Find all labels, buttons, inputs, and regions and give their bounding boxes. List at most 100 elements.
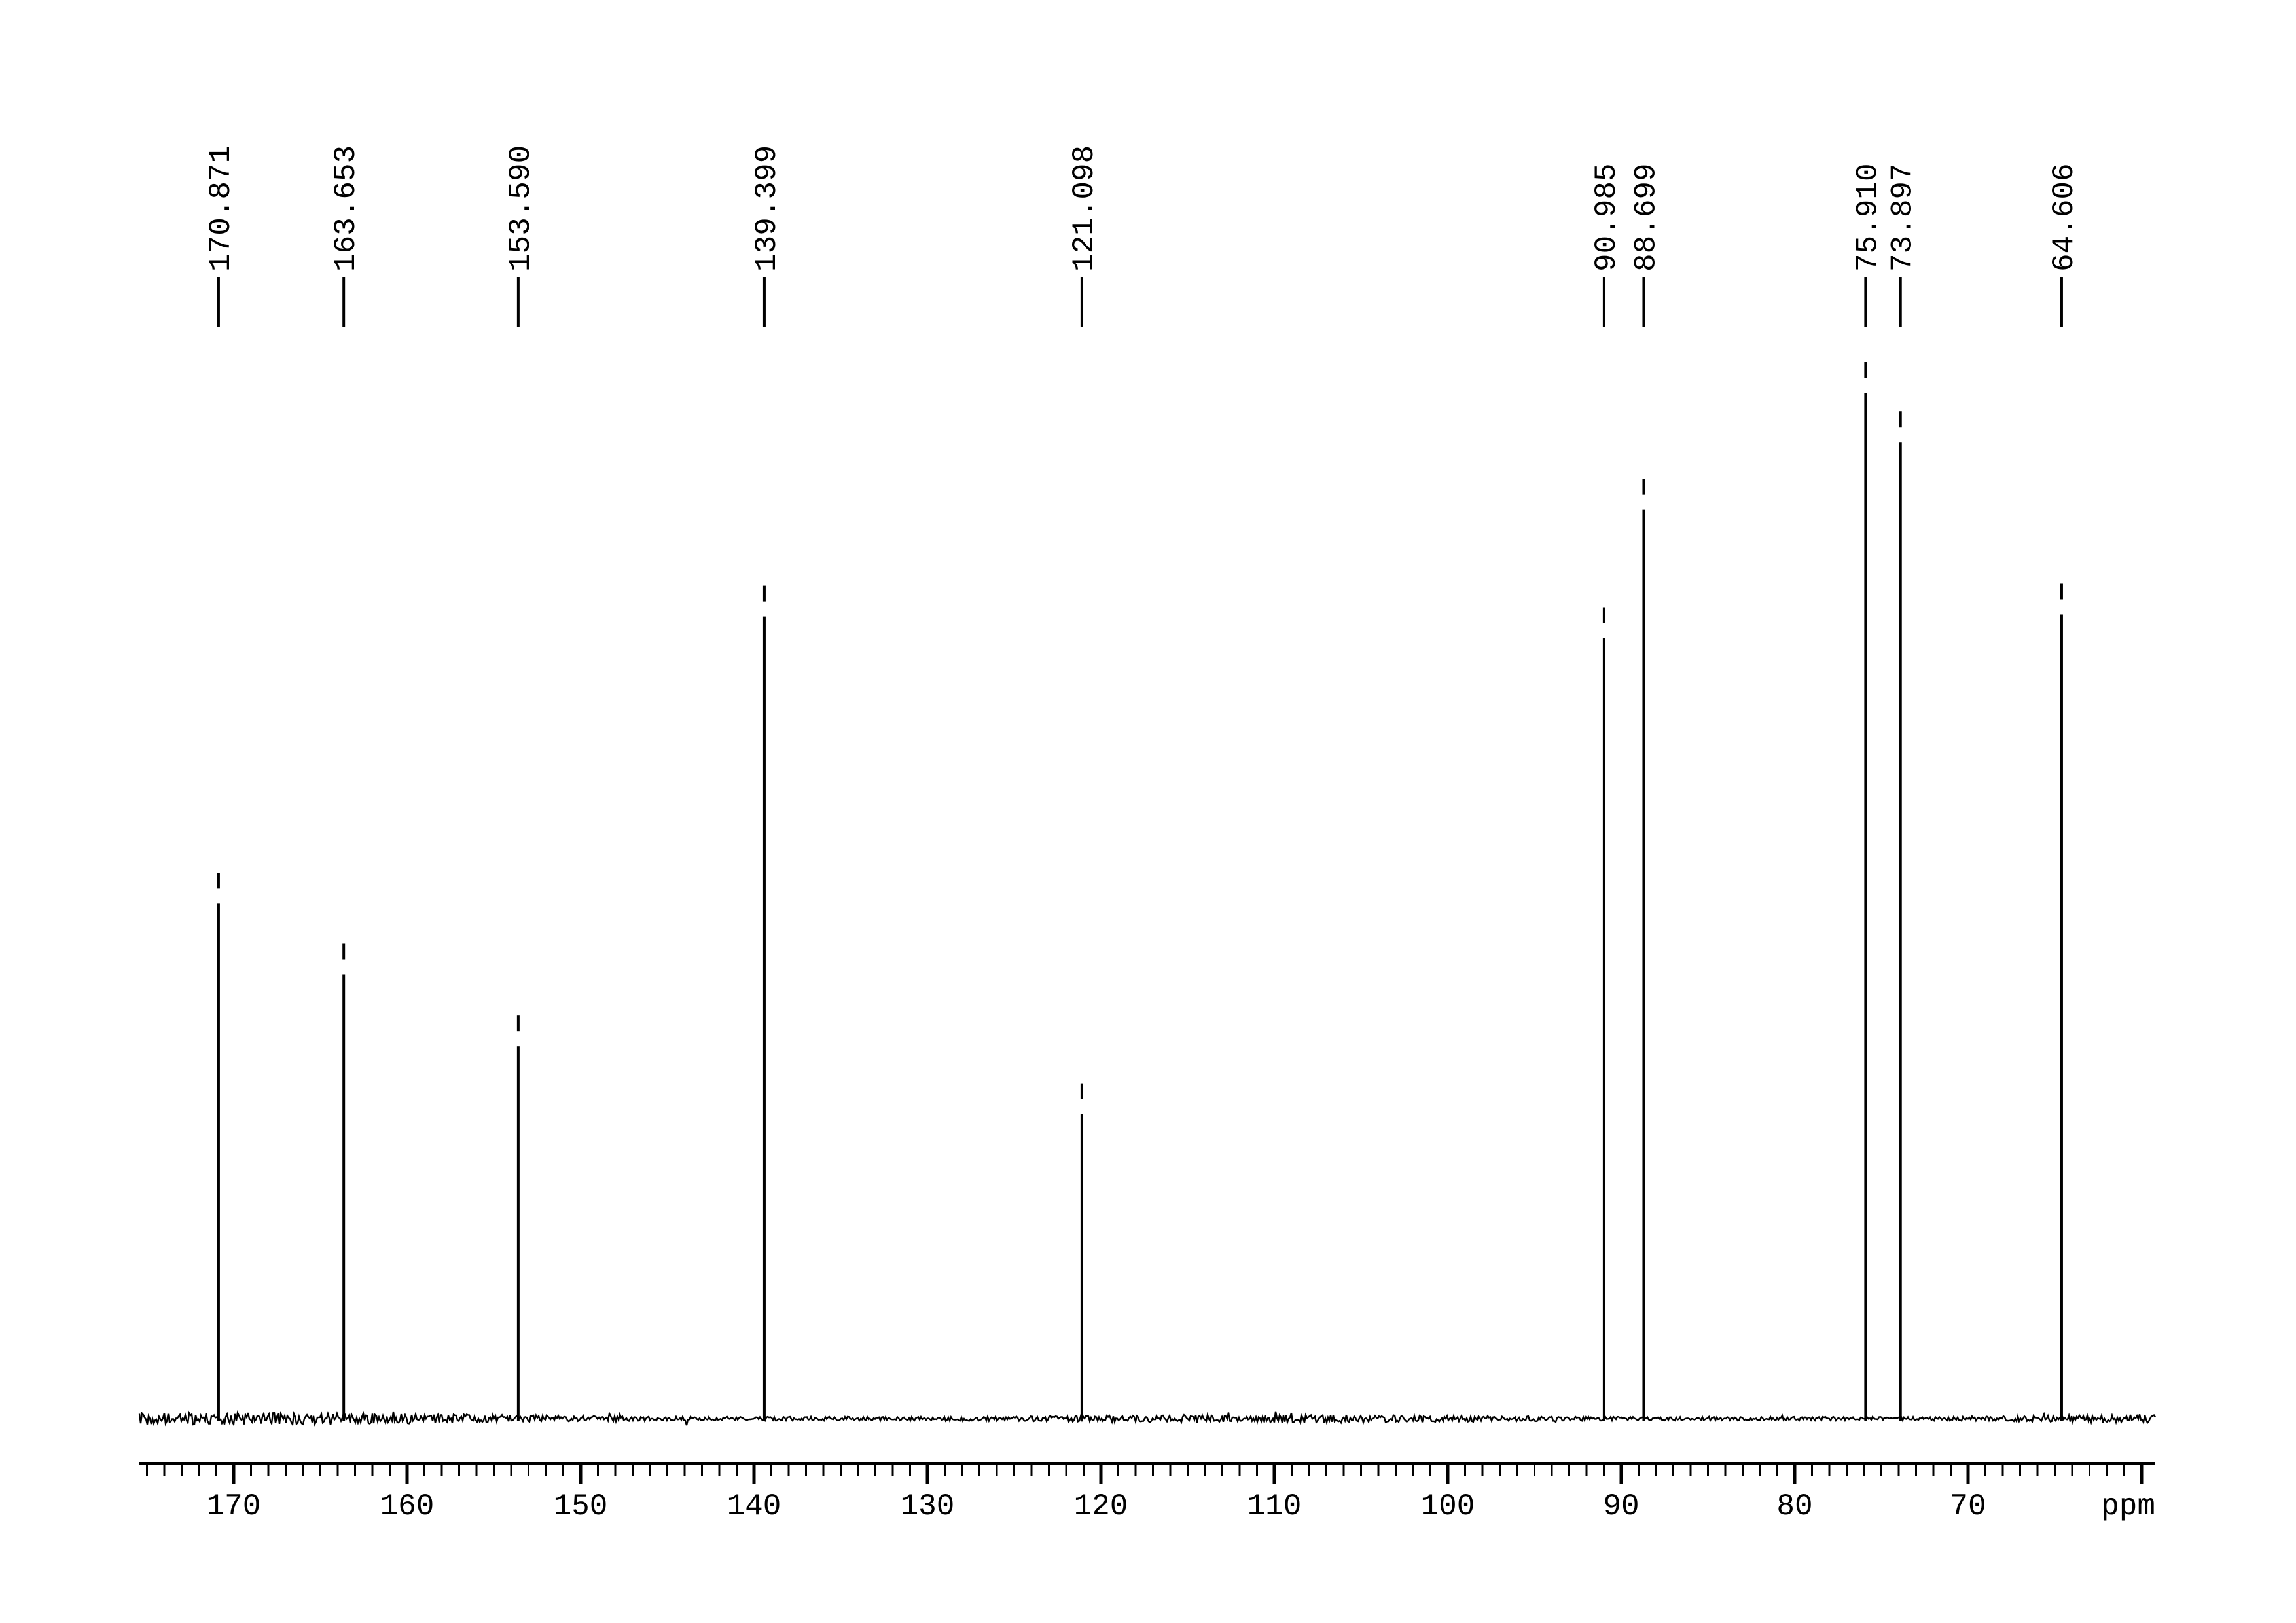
peak-label-line	[2060, 277, 2063, 327]
axis-minor-tick	[822, 1465, 825, 1476]
axis-minor-tick	[597, 1465, 599, 1476]
axis-minor-tick	[1603, 1465, 1605, 1476]
axis-major-tick	[1619, 1465, 1623, 1484]
peak-label: 75.910	[1851, 163, 1885, 272]
axis-minor-tick	[319, 1465, 321, 1476]
axis-minor-tick	[2054, 1465, 2056, 1476]
x-axis-line	[139, 1462, 2155, 1465]
peak-label-line	[1642, 277, 1645, 327]
axis-major-tick	[1099, 1465, 1103, 1484]
axis-major-tick	[1793, 1465, 1797, 1484]
peak-label-line	[516, 277, 520, 327]
axis-minor-tick	[371, 1465, 374, 1476]
axis-minor-tick	[1915, 1465, 1917, 1476]
axis-minor-tick	[2001, 1465, 2004, 1476]
axis-minor-tick	[163, 1465, 166, 1476]
axis-minor-tick	[1030, 1465, 1033, 1476]
peak-line	[1899, 442, 1902, 1421]
axis-minor-tick	[805, 1465, 807, 1476]
peak-apex-marker	[1080, 1083, 1083, 1099]
baseline-noise-group	[138, 1410, 2156, 1427]
axis-minor-tick	[1897, 1465, 1900, 1476]
axis-minor-tick	[1568, 1465, 1570, 1476]
peak-apex-marker	[1899, 411, 1902, 428]
peaks-group	[217, 362, 2063, 1421]
axis-minor-tick	[528, 1465, 529, 1476]
peak-label-line	[342, 277, 346, 327]
axis-major-tick	[1446, 1465, 1450, 1484]
axis-minor-tick	[1984, 1465, 1986, 1476]
axis-minor-tick	[1429, 1465, 1431, 1476]
axis-minor-tick	[1585, 1465, 1588, 1476]
axis-minor-tick	[1707, 1465, 1709, 1476]
axis-major-tick	[2140, 1465, 2144, 1484]
x-axis-group: 170 160 150 140 130 120 110 100 90 80 70	[139, 1462, 2155, 1523]
axis-minor-tick	[1221, 1465, 1223, 1476]
axis-minor-tick	[649, 1465, 651, 1476]
axis-minor-tick	[267, 1465, 270, 1476]
axis-minor-tick	[1325, 1465, 1327, 1476]
peak-label: 153.590	[504, 145, 538, 272]
peak-label-line	[1899, 277, 1902, 327]
noise-trace	[138, 1410, 2156, 1427]
axis-minor-tick	[1846, 1465, 1848, 1476]
axis-minor-tick	[614, 1465, 617, 1476]
peak-label-line	[217, 277, 220, 327]
axis-minor-tick	[440, 1465, 443, 1476]
peak-line	[1602, 638, 1605, 1421]
axis-minor-tick	[1013, 1465, 1015, 1476]
axis-minor-tick	[1672, 1465, 1674, 1476]
axis-minor-tick	[285, 1465, 287, 1476]
axis-minor-tick	[1065, 1465, 1067, 1476]
axis-minor-tick	[683, 1465, 686, 1476]
peak-label: 64.606	[2047, 163, 2081, 272]
peak-line	[516, 1046, 520, 1421]
axis-minor-tick	[1880, 1465, 1882, 1476]
axis-minor-tick	[302, 1465, 304, 1476]
peak-line	[342, 974, 346, 1421]
peak-labels-group: 170.871 163.653 153.590 139.399 121.098 90.98…	[204, 145, 2081, 327]
peak-label: 139.399	[750, 145, 784, 272]
peak-label: 170.871	[204, 145, 238, 272]
axis-minor-tick	[1638, 1465, 1640, 1476]
axis-minor-tick	[215, 1465, 217, 1476]
axis-minor-tick	[423, 1465, 425, 1476]
axis-minor-tick	[1551, 1465, 1553, 1476]
axis-minor-tick	[1134, 1465, 1137, 1476]
axis-minor-tick	[389, 1465, 391, 1476]
axis-minor-tick	[1083, 1465, 1085, 1476]
axis-tick-label: 130	[901, 1489, 955, 1523]
axis-minor-tick	[1291, 1465, 1293, 1476]
axis-minor-tick	[336, 1465, 339, 1476]
peak-apex-marker	[342, 943, 346, 960]
axis-minor-tick	[510, 1465, 512, 1476]
axis-minor-tick	[1169, 1465, 1172, 1476]
axis-major-tick	[1966, 1465, 1970, 1484]
axis-minor-tick	[1516, 1465, 1518, 1476]
peak-apex-marker	[516, 1015, 520, 1032]
axis-minor-tick	[458, 1465, 460, 1476]
axis-major-tick	[1272, 1465, 1276, 1484]
axis-minor-tick	[146, 1465, 148, 1476]
peak-label-line	[1864, 277, 1867, 327]
axis-minor-tick	[475, 1465, 478, 1476]
axis-tick-label: 90	[1603, 1489, 1639, 1523]
axis-minor-tick	[632, 1465, 634, 1476]
axis-minor-tick	[2106, 1465, 2108, 1476]
peak-label-line	[1602, 277, 1605, 327]
axis-tick-label: 160	[380, 1489, 435, 1523]
axis-unit-label: ppm	[2101, 1489, 2155, 1523]
axis-minor-tick	[961, 1465, 963, 1476]
axis-tick-label: 170	[207, 1489, 261, 1523]
axis-minor-tick	[2036, 1465, 2039, 1476]
axis-tick-label: 80	[1776, 1489, 1812, 1523]
axis-minor-tick	[1828, 1465, 1831, 1476]
peak-label: 73.897	[1886, 163, 1920, 272]
axis-minor-tick	[770, 1465, 772, 1476]
peak-apex-marker	[1602, 607, 1605, 623]
axis-minor-tick	[1724, 1465, 1727, 1476]
axis-minor-tick	[1776, 1465, 1778, 1476]
axis-minor-tick	[1863, 1465, 1865, 1476]
axis-minor-tick	[1238, 1465, 1241, 1476]
